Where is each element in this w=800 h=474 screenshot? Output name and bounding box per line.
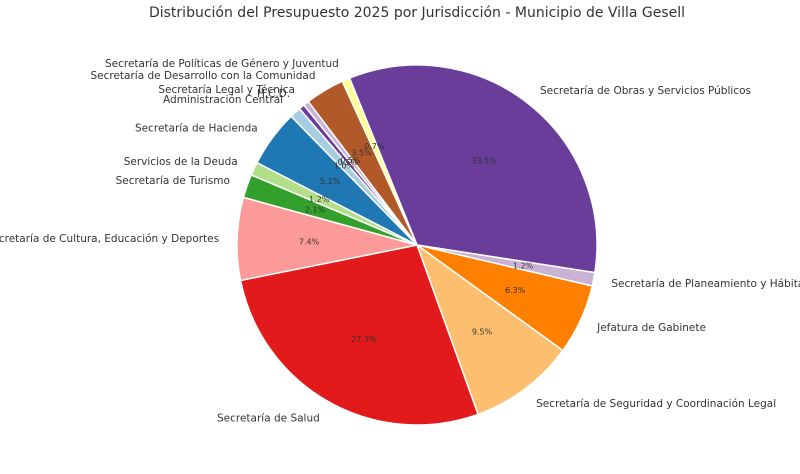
category-label-secretaria-de-politicas-de-genero-y-juventud: Secretaría de Políticas de Género y Juve… bbox=[105, 58, 339, 70]
pct-label-secretaria-de-turismo: 2.1% bbox=[305, 206, 326, 215]
chart-title: Distribución del Presupuesto 2025 por Ju… bbox=[149, 5, 685, 21]
category-label-secretaria-legal-y-tecnica: Secretaría Legal y Técnica bbox=[158, 84, 295, 96]
pct-label-jefatura-de-gabinete: 6.3% bbox=[505, 286, 526, 295]
category-label-secretaria-de-desarrollo-con-la-comunidad: Secretaría de Desarrollo con la Comunida… bbox=[90, 70, 315, 82]
category-label-secretaria-de-planeamiento-y-habitat: Secretaría de Planeamiento y Hábitat bbox=[611, 278, 800, 290]
pct-label-secretaria-de-planeamiento-y-habitat: 1.2% bbox=[513, 262, 534, 271]
pie-slices bbox=[236, 64, 598, 426]
category-label-jefatura-de-gabinete: Jefatura de Gabinete bbox=[596, 322, 706, 334]
pie-slice-secretaria-de-politicas-de-genero-y-juventud bbox=[341, 77, 418, 246]
category-label-administracion-central: Administración Central bbox=[163, 94, 283, 106]
category-label-secretaria-de-cultura-educacion-y-deportes: Secretaría de Cultura, Educación y Depor… bbox=[0, 233, 219, 245]
pct-label-secretaria-de-cultura-educacion-y-deportes: 7.4% bbox=[299, 237, 320, 246]
pie-slice-secretaria-de-seguridad-y-coordinacion-legal bbox=[415, 242, 564, 416]
pct-label-secretaria-de-seguridad-y-coordinacion-legal: 9.5% bbox=[472, 327, 493, 336]
pct-label-h-c-d: 0.5% bbox=[338, 158, 359, 167]
pct-label-servicios-de-la-deuda: 1.2% bbox=[309, 195, 330, 204]
pct-label-secretaria-de-politicas-de-genero-y-juventud: 0.7% bbox=[364, 142, 385, 151]
category-label-secretaria-de-seguridad-y-coordinacion-legal: Secretaría de Seguridad y Coordinación L… bbox=[536, 398, 776, 410]
pct-label-secretaria-de-desarrollo-con-la-comunidad: 3.5% bbox=[351, 148, 372, 157]
pct-label-administracion-central: 1.0% bbox=[334, 162, 355, 171]
pct-label-secretaria-legal-y-tecnica: 0.5% bbox=[340, 156, 361, 165]
category-label-secretaria-de-obras-y-servicios-publicos: Secretaría de Obras y Servicios Públicos bbox=[540, 85, 751, 97]
category-label-servicios-de-la-deuda: Servicios de la Deuda bbox=[124, 156, 238, 168]
pie-slice-secretaria-de-obras-y-servicios-publicos bbox=[348, 64, 598, 274]
pct-label-secretaria-de-salud: 27.3% bbox=[351, 335, 377, 344]
category-label-secretaria-de-hacienda: Secretaría de Hacienda bbox=[135, 122, 258, 134]
pct-label-secretaria-de-hacienda: 5.1% bbox=[320, 177, 341, 186]
category-label-secretaria-de-salud: Secretaría de Salud bbox=[217, 413, 320, 425]
pie-percent-labels: 33.5% 1.2% 6.3% 9.5% 27.3% 7.4% 2.1% 1.2% 5.1% 1.… bbox=[299, 142, 534, 344]
pie-category-labels: Secretaría de Obras y Servicios Públicos… bbox=[0, 58, 800, 424]
category-label-h-c-d: H.C.D. bbox=[257, 88, 290, 100]
category-label-secretaria-de-turismo: Secretaría de Turismo bbox=[116, 175, 230, 187]
pct-label-secretaria-de-obras-y-servicios-publicos: 33.5% bbox=[471, 156, 497, 165]
pie-slice-secretaria-de-salud bbox=[239, 244, 480, 426]
